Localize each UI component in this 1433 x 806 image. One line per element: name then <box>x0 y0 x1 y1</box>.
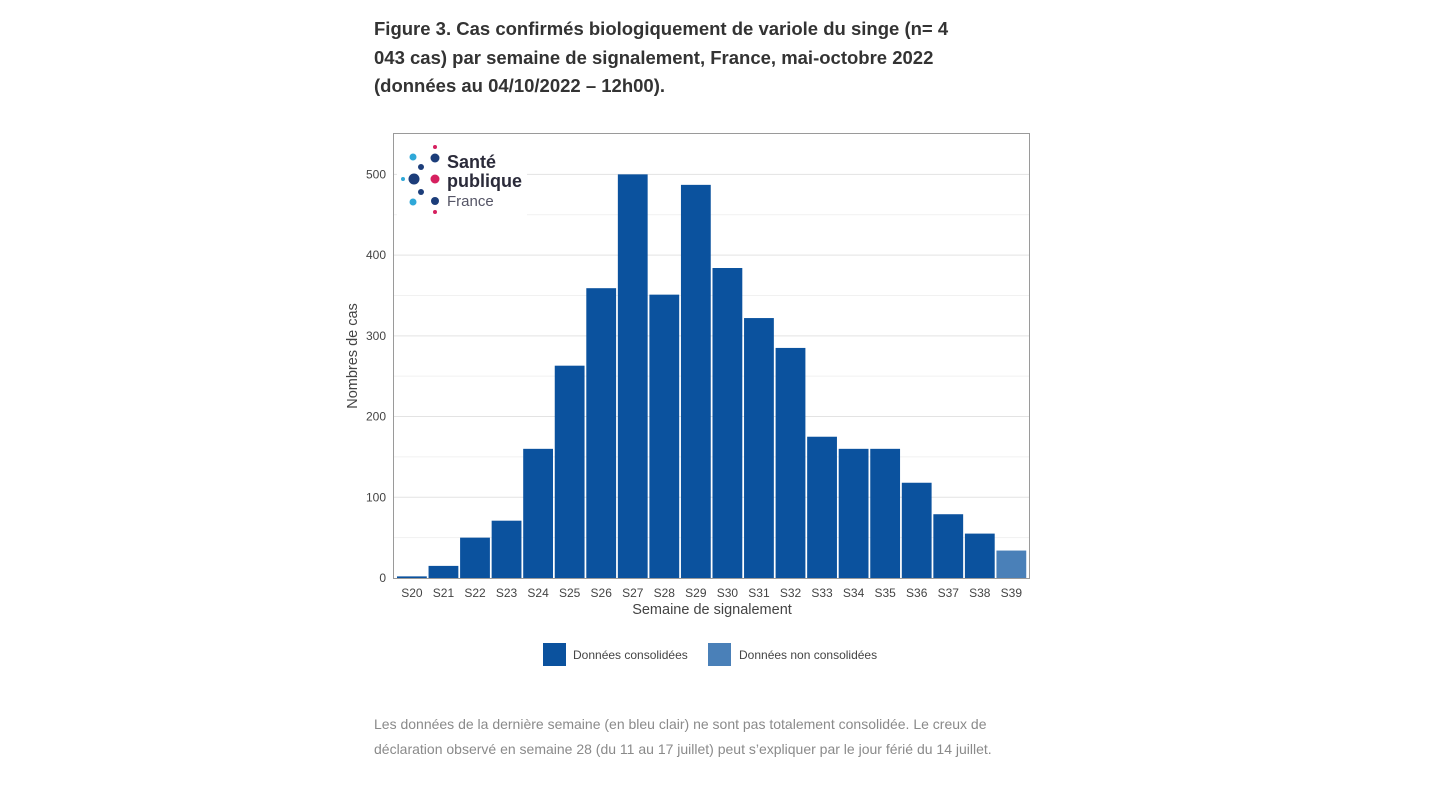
logo-dot <box>418 189 424 195</box>
x-tick-label: S20 <box>401 586 423 600</box>
legend-swatch-consolidated <box>543 643 566 666</box>
x-tick-label: S35 <box>874 586 896 600</box>
legend-label-consolidated: Données consolidées <box>573 648 688 662</box>
x-tick-label: S31 <box>748 586 770 600</box>
bar-unconsolidated <box>996 550 1027 578</box>
logo-dot <box>433 145 437 149</box>
bar-consolidated <box>775 347 806 578</box>
bar-consolidated <box>586 288 617 578</box>
x-tick-label: S28 <box>654 586 676 600</box>
bar-consolidated <box>870 448 901 578</box>
x-tick-label: S22 <box>464 586 486 600</box>
logo-dot <box>433 210 437 214</box>
x-tick-labels: S20 S21 S22 S23 S24 S25 S26 S27 S28 S29 S30 S31 S32 S… <box>401 586 1022 600</box>
x-tick-label: S24 <box>527 586 549 600</box>
x-tick-label: S23 <box>496 586 518 600</box>
x-tick-label: S25 <box>559 586 581 600</box>
x-tick-label: S38 <box>969 586 991 600</box>
bar-consolidated <box>554 365 585 578</box>
y-tick-label: 500 <box>366 167 386 181</box>
bar-consolidated <box>397 576 427 578</box>
y-tick-labels: 0 100 200 300 400 500 <box>366 167 386 585</box>
legend: Données consolidées Données non consolid… <box>543 643 877 666</box>
x-tick-label: S39 <box>1001 586 1023 600</box>
figure-title: Figure 3. Cas confirmés biologiquement d… <box>374 18 949 96</box>
x-tick-label: S34 <box>843 586 865 600</box>
logo-dot <box>409 198 417 206</box>
logo-dot <box>408 173 420 185</box>
figure-caption: Les données de la dernière semaine (en b… <box>374 716 992 757</box>
sante-publique-france-logo: Santé publique France <box>397 141 527 217</box>
bar-consolidated <box>964 533 995 578</box>
y-tick-label: 0 <box>379 571 386 585</box>
bar-consolidated <box>744 318 774 578</box>
logo-dot <box>431 197 439 205</box>
bar-consolidated <box>901 482 932 578</box>
grid-lines <box>394 173 1029 539</box>
y-tick-label: 300 <box>366 329 386 343</box>
bar-consolidated <box>933 514 964 578</box>
y-axis-label: Nombres de cas <box>345 303 361 409</box>
plot-border <box>393 133 1030 579</box>
bar-consolidated <box>838 448 869 578</box>
bar-consolidated <box>617 174 648 578</box>
logo-dot <box>430 153 440 163</box>
y-tick-label: 400 <box>366 248 386 262</box>
logo-text-line3: France <box>447 193 494 210</box>
x-tick-label: S21 <box>433 586 455 600</box>
y-tick-label: 100 <box>366 490 386 504</box>
logo-dots-icon <box>401 145 440 214</box>
x-tick-label: S36 <box>906 586 928 600</box>
x-tick-label: S29 <box>685 586 707 600</box>
x-axis-label: Semaine de signalement <box>632 602 792 618</box>
x-tick-label: S37 <box>938 586 960 600</box>
logo-dot <box>418 164 424 170</box>
legend-label-unconsolidated: Données non consolidées <box>739 648 877 662</box>
logo-text-line2: publique <box>447 171 522 191</box>
bars <box>397 174 1027 578</box>
bar-consolidated <box>523 448 553 578</box>
x-tick-label: S33 <box>811 586 833 600</box>
bar-consolidated <box>712 268 743 578</box>
y-tick-label: 200 <box>366 410 386 424</box>
bar-consolidated <box>649 294 680 578</box>
x-tick-label: S32 <box>780 586 802 600</box>
logo-dot <box>430 174 440 184</box>
logo-dot <box>409 153 417 161</box>
bar-consolidated <box>680 184 711 578</box>
bar-consolidated <box>807 436 837 578</box>
x-tick-label: S26 <box>591 586 613 600</box>
x-tick-label: S30 <box>717 586 739 600</box>
logo-text-line1: Santé <box>447 152 496 172</box>
logo-dot <box>401 177 405 181</box>
bar-consolidated <box>428 565 459 578</box>
x-tick-label: S27 <box>622 586 644 600</box>
legend-swatch-unconsolidated <box>708 643 731 666</box>
bar-consolidated <box>460 537 490 578</box>
bar-consolidated <box>491 520 522 578</box>
